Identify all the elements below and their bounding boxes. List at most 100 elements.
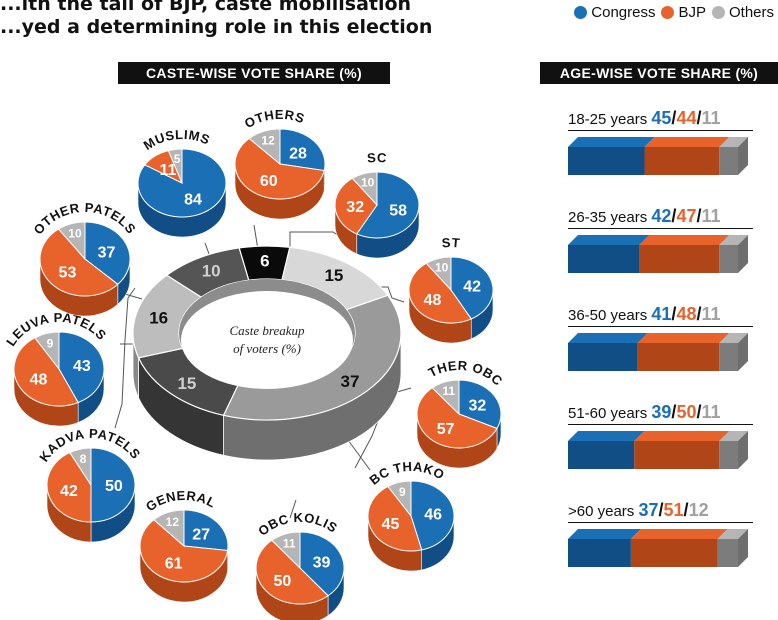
donut-segment-label: 15 <box>177 374 196 393</box>
caste-pie: 58 32 10 SC <box>334 150 420 259</box>
age-group-label: 51-60 years <box>568 405 648 422</box>
age-congress-value: 42 <box>651 206 672 226</box>
donut-segment-label: 37 <box>340 372 359 391</box>
age-row-rule <box>568 326 753 327</box>
legend-bjp-label: BJP <box>678 4 706 21</box>
pie-slice-label: 12 <box>166 515 180 529</box>
age-bar-top <box>644 137 730 147</box>
pie-slice-label: 60 <box>260 173 278 190</box>
age-others-value: 11 <box>701 206 721 226</box>
age-bar-top <box>717 529 748 539</box>
age-row-rule <box>568 228 753 229</box>
age-others-value: 11 <box>701 402 721 422</box>
pie-slice <box>248 128 281 166</box>
age-others-value: 11 <box>701 304 721 324</box>
age-bjp-value: 50 <box>676 402 697 422</box>
legend-others-dot-icon <box>711 6 725 19</box>
pie-slice-label: 10 <box>361 175 375 189</box>
age-slash: / <box>683 500 689 520</box>
age-bar-top <box>568 137 655 147</box>
pie-category-label-path: OTHERS <box>242 107 306 131</box>
pie-slice <box>234 137 325 200</box>
age-bar-side <box>738 431 748 469</box>
age-bar-segment <box>630 539 718 567</box>
age-bar-segment <box>719 441 738 469</box>
pie-slice-label: 46 <box>424 507 442 524</box>
caste-wise-banner: CASTE-WISE VOTE SHARE (%) <box>118 62 390 84</box>
legend: Congress BJP Others <box>574 4 774 21</box>
age-bjp-value: 44 <box>676 108 697 128</box>
pie-slice <box>139 519 229 583</box>
age-bar-side <box>738 137 748 175</box>
donut-center-title: Caste breakup <box>230 323 305 338</box>
pie-slice <box>255 539 329 605</box>
pie-slice-label: 9 <box>399 485 406 499</box>
pie-slice-label: 10 <box>68 227 82 241</box>
age-bar-top <box>719 235 748 245</box>
age-bar-segment <box>634 441 720 469</box>
pie-slice-label: 45 <box>382 516 400 533</box>
age-bar-segment <box>568 245 640 273</box>
pie-slice <box>431 379 460 416</box>
pie-slice-label: 48 <box>30 371 48 388</box>
pie-slice <box>408 262 472 324</box>
pie-slice <box>167 148 183 184</box>
age-row-label: 36-50 years 41/48/11 <box>568 304 721 325</box>
age-group-label: 18-25 years <box>568 111 648 128</box>
age-stacked-bar <box>568 235 748 273</box>
age-bar-top <box>719 137 748 147</box>
pie-category-label-path: SC <box>366 150 387 166</box>
age-stacked-bar <box>568 431 748 469</box>
age-bjp-value: 48 <box>676 304 697 324</box>
age-slash: / <box>696 108 702 128</box>
age-bar-segment <box>568 343 638 371</box>
caste-pie: 42 48 10 ST <box>408 235 494 344</box>
pie-slice <box>425 256 452 292</box>
age-bar-top <box>568 529 641 539</box>
age-bar-segment <box>719 147 738 175</box>
age-bjp-value: 51 <box>663 500 684 520</box>
age-row-label: >60 years 37/51/12 <box>568 500 709 521</box>
pie-slice <box>351 171 378 207</box>
age-bar-top <box>637 333 730 343</box>
pie-slice-label: 12 <box>261 134 275 148</box>
pie-slice-label: 50 <box>273 573 291 590</box>
age-congress-value: 41 <box>651 304 672 324</box>
pie-slice-label: 39 <box>313 555 331 572</box>
legend-congress-label: Congress <box>591 4 656 21</box>
age-bar-segment <box>637 343 720 371</box>
pie-slice <box>90 447 136 523</box>
legend-item-others: Others <box>711 4 774 21</box>
legend-bjp-dot-icon <box>661 6 675 19</box>
pie-slice-label: 9 <box>47 336 54 350</box>
pie-slice <box>39 228 119 297</box>
age-row-label: 26-35 years 42/47/11 <box>568 206 721 227</box>
pie-slice-label: 11 <box>283 537 296 551</box>
pie-category-label: ST <box>441 235 461 251</box>
age-row-label: 18-25 years 45/44/11 <box>568 108 721 129</box>
pie-slice-label: 5 <box>174 152 181 166</box>
age-row: >60 years 37/51/12 <box>560 492 778 590</box>
pie-slice-label: 27 <box>192 527 210 544</box>
age-slash: / <box>696 402 702 422</box>
donut-segment-label: 10 <box>202 261 221 280</box>
age-row-label: 51-60 years 39/50/11 <box>568 402 721 423</box>
age-bar-top <box>719 333 748 343</box>
pie-slice <box>13 337 79 407</box>
pie-slice <box>334 177 378 235</box>
donut-segment-label: 16 <box>149 308 168 327</box>
age-group-label: 36-50 years <box>568 307 648 324</box>
age-slash: / <box>658 500 664 520</box>
age-bar-segment <box>568 147 645 175</box>
leader-line <box>289 231 343 248</box>
headline-line-2: ...yed a determining role in this electi… <box>0 16 433 38</box>
donut-center <box>181 291 353 389</box>
pie-slice-label: 57 <box>437 421 455 438</box>
age-group-label: 26-35 years <box>568 209 648 226</box>
pie-slice-label: 58 <box>389 202 407 219</box>
age-bar-side <box>738 333 748 371</box>
